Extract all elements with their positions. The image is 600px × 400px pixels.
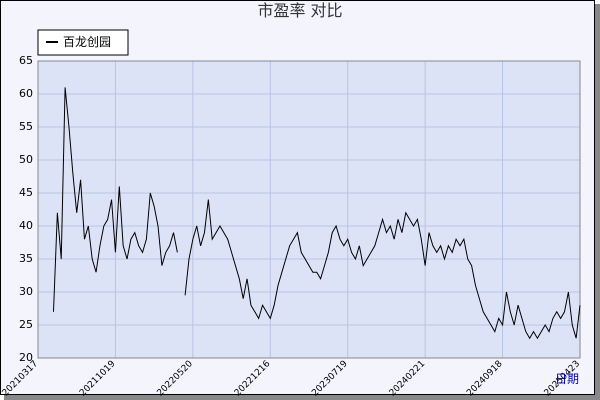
legend-label: 百龙创园 (63, 35, 111, 49)
y-tick-label: 20 (19, 351, 33, 364)
plot-area (38, 61, 580, 358)
x-axis-label: 日期 (555, 372, 579, 386)
y-tick-label: 55 (19, 120, 33, 133)
y-tick-label: 60 (19, 87, 33, 100)
y-tick-label: 40 (19, 219, 33, 232)
y-tick-label: 25 (19, 318, 33, 331)
y-tick-label: 30 (19, 285, 33, 298)
y-tick-label: 50 (19, 153, 33, 166)
shadow (4, 395, 600, 400)
y-tick-label: 65 (19, 54, 33, 67)
plot-border (37, 60, 581, 359)
shadow (595, 4, 600, 400)
series-line (52, 87, 581, 340)
y-tick-label: 45 (19, 186, 33, 199)
chart-title: 市盈率 对比 (257, 1, 342, 20)
y-tick-label: 35 (19, 252, 33, 265)
